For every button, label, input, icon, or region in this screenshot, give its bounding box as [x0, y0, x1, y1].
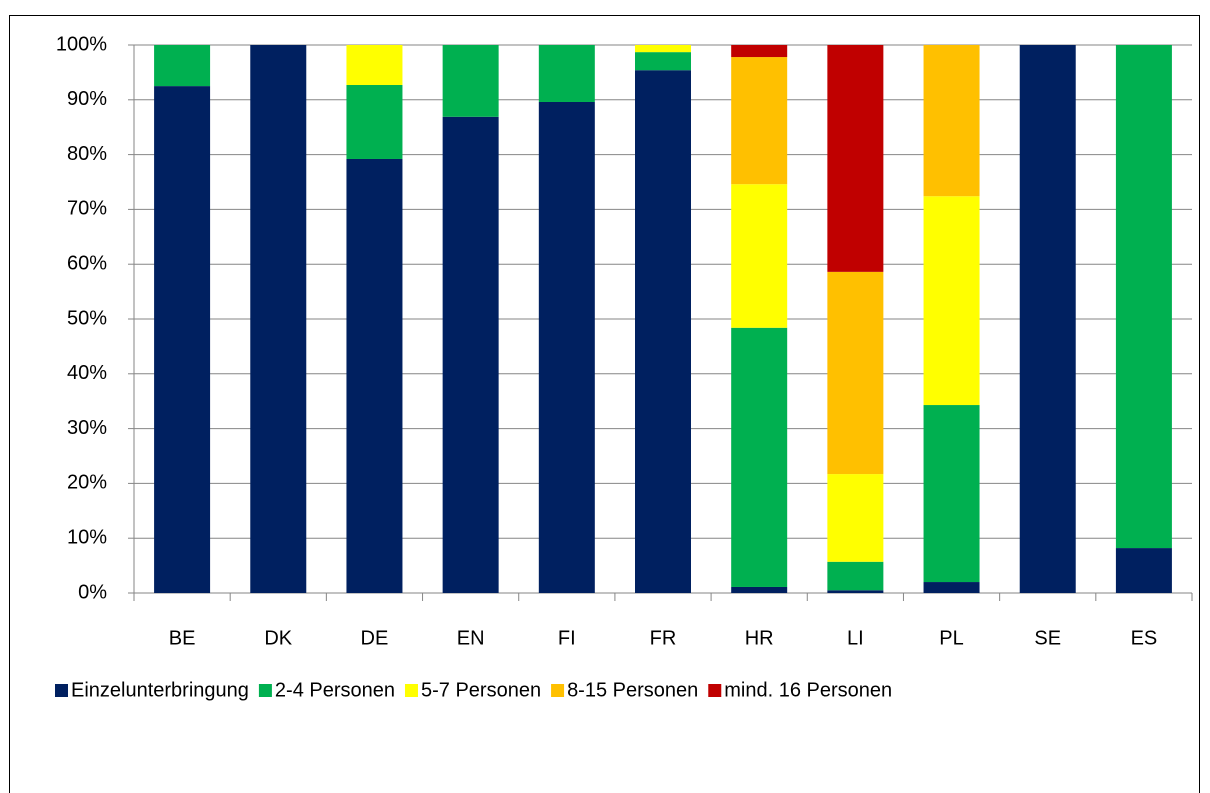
x-tick-label: DK	[264, 627, 292, 649]
bar-segment	[538, 101, 595, 593]
bar-segment	[827, 271, 884, 475]
x-tick-label: DE	[361, 627, 389, 649]
bar-segment	[827, 474, 884, 562]
bar-segment	[1115, 548, 1172, 593]
legend-swatch	[551, 684, 565, 697]
bar-segment	[923, 582, 980, 593]
bar-segment	[635, 70, 691, 593]
bar-segment	[154, 86, 211, 593]
legend-swatch	[708, 684, 722, 697]
y-tick-label: 80%	[67, 143, 107, 165]
bar-segment	[442, 116, 499, 594]
bar-segment	[731, 586, 788, 593]
bar-segment	[538, 45, 595, 102]
chart-border	[9, 15, 1200, 793]
bar-segment	[154, 45, 211, 87]
y-tick-label: 0%	[78, 581, 107, 603]
x-tick-label: BE	[169, 627, 196, 649]
bar-segment	[250, 45, 307, 593]
bar-segment	[635, 52, 691, 71]
bar-segment	[827, 590, 884, 593]
bar-segment	[346, 45, 403, 86]
bar-segment	[923, 405, 980, 583]
bar-segment	[827, 45, 884, 272]
bar-segment	[923, 45, 980, 197]
legend-swatch	[404, 684, 418, 697]
y-tick-label: 30%	[67, 417, 107, 439]
bar-segment	[731, 45, 788, 58]
bar-segment	[731, 57, 788, 185]
x-tick-label: FR	[650, 627, 677, 649]
bar-segment	[923, 196, 980, 406]
y-tick-label: 90%	[67, 88, 107, 110]
legend-swatch	[55, 684, 68, 697]
y-tick-label: 10%	[67, 526, 107, 548]
y-tick-label: 100%	[56, 33, 107, 55]
x-tick-label: PL	[939, 627, 963, 649]
legend-label: Einzelunterbringung	[71, 679, 249, 701]
bar-segment	[635, 45, 691, 53]
legend-label: 5-7 Personen	[421, 679, 541, 701]
bar-segment	[442, 45, 499, 117]
bar-segment	[1019, 45, 1076, 593]
x-tick-label: LI	[847, 627, 864, 649]
x-tick-label: HR	[745, 627, 774, 649]
bar-segment	[346, 158, 403, 593]
legend-label: 2-4 Personen	[275, 679, 395, 701]
bar-segment	[731, 184, 788, 328]
legend-label: mind. 16 Personen	[724, 679, 892, 701]
legend-swatch	[258, 684, 272, 697]
x-tick-label: EN	[457, 627, 485, 649]
bar-segment	[731, 327, 788, 587]
x-tick-label: SE	[1034, 627, 1061, 649]
y-tick-label: 70%	[67, 198, 107, 220]
x-tick-label: FI	[558, 627, 576, 649]
bar-segment	[827, 561, 884, 591]
y-tick-label: 50%	[67, 307, 107, 329]
bar-segment	[1115, 45, 1172, 549]
y-tick-label: 40%	[67, 362, 107, 384]
legend-label: 8-15 Personen	[567, 679, 698, 701]
x-tick-label: ES	[1131, 627, 1158, 649]
bar-segment	[346, 85, 403, 159]
y-tick-label: 60%	[67, 252, 107, 274]
y-tick-label: 20%	[67, 472, 107, 494]
